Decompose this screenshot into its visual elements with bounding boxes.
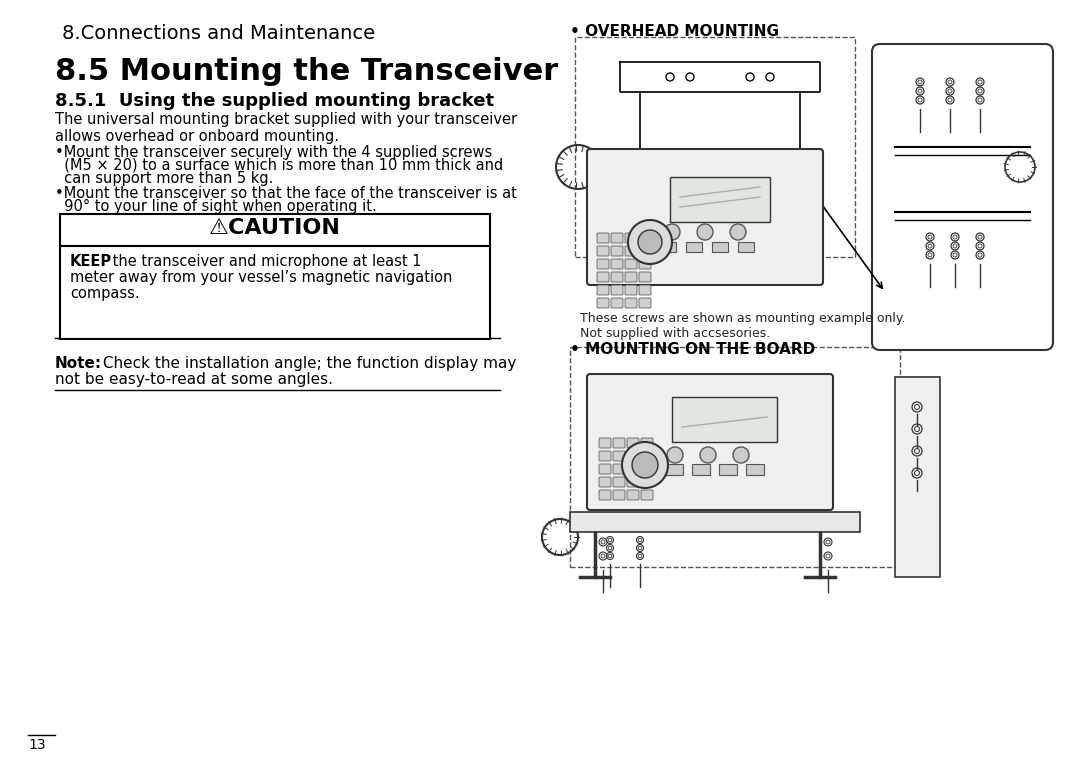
FancyBboxPatch shape [613, 464, 625, 474]
Bar [692, 464, 710, 475]
Text: Check the installation angle; the function display may: Check the installation angle; the functi… [98, 356, 516, 371]
FancyBboxPatch shape [599, 451, 611, 461]
Polygon shape [620, 62, 820, 92]
Text: not be easy-to-read at some angles.: not be easy-to-read at some angles. [55, 372, 333, 387]
FancyBboxPatch shape [642, 438, 653, 448]
Text: compass.: compass. [70, 286, 139, 301]
Bar [670, 177, 770, 222]
FancyBboxPatch shape [642, 477, 653, 487]
FancyBboxPatch shape [627, 438, 639, 448]
Bar [738, 242, 754, 252]
FancyBboxPatch shape [599, 464, 611, 474]
Text: •Mount the transceiver securely with the 4 supplied screws: •Mount the transceiver securely with the… [55, 145, 492, 160]
Text: 90° to your line of sight when operating it.: 90° to your line of sight when operating… [55, 199, 377, 214]
Bar [570, 512, 860, 532]
FancyBboxPatch shape [627, 477, 639, 487]
FancyBboxPatch shape [642, 464, 653, 474]
FancyBboxPatch shape [625, 259, 637, 269]
Bar [60, 214, 490, 246]
FancyBboxPatch shape [599, 490, 611, 500]
FancyBboxPatch shape [625, 233, 637, 243]
FancyBboxPatch shape [627, 451, 639, 461]
FancyBboxPatch shape [597, 259, 609, 269]
Text: • OVERHEAD MOUNTING: • OVERHEAD MOUNTING [570, 24, 779, 39]
Circle shape [700, 447, 716, 463]
Bar [895, 377, 940, 577]
Bar [60, 246, 490, 339]
FancyBboxPatch shape [625, 285, 637, 295]
FancyBboxPatch shape [597, 272, 609, 282]
Circle shape [638, 230, 662, 254]
Text: can support more than 5 kg.: can support more than 5 kg. [55, 171, 273, 186]
Text: 8.5 Mounting the Transceiver: 8.5 Mounting the Transceiver [55, 57, 558, 86]
FancyBboxPatch shape [625, 246, 637, 256]
Text: The universal mounting bracket supplied with your transceiver
allows overhead or: The universal mounting bracket supplied … [55, 112, 517, 145]
FancyBboxPatch shape [611, 246, 623, 256]
Text: • MOUNTING ON THE BOARD: • MOUNTING ON THE BOARD [570, 342, 815, 357]
FancyBboxPatch shape [627, 490, 639, 500]
FancyBboxPatch shape [599, 438, 611, 448]
Text: ⚠CAUTION: ⚠CAUTION [210, 218, 341, 238]
Text: These screws are shown as mounting example only.
Not supplied with accsesories.: These screws are shown as mounting examp… [580, 312, 905, 340]
Circle shape [667, 447, 683, 463]
FancyBboxPatch shape [642, 490, 653, 500]
FancyBboxPatch shape [613, 477, 625, 487]
Bar [672, 397, 777, 442]
Text: KEEP: KEEP [70, 254, 112, 269]
FancyBboxPatch shape [599, 477, 611, 487]
Bar [665, 464, 683, 475]
Bar [660, 242, 676, 252]
FancyBboxPatch shape [642, 451, 653, 461]
FancyBboxPatch shape [627, 464, 639, 474]
Text: 8.Connections and Maintenance: 8.Connections and Maintenance [62, 24, 375, 43]
Bar [719, 464, 737, 475]
FancyBboxPatch shape [588, 149, 823, 285]
Bar [575, 37, 855, 257]
FancyBboxPatch shape [613, 438, 625, 448]
FancyBboxPatch shape [597, 233, 609, 243]
Circle shape [697, 224, 713, 240]
Circle shape [730, 224, 746, 240]
FancyBboxPatch shape [611, 298, 623, 308]
Bar [746, 464, 764, 475]
FancyBboxPatch shape [639, 272, 651, 282]
FancyBboxPatch shape [611, 285, 623, 295]
Text: •Mount the transceiver so that the face of the transceiver is at: •Mount the transceiver so that the face … [55, 186, 517, 201]
Text: (M5 × 20) to a surface which is more than 10 mm thick and: (M5 × 20) to a surface which is more tha… [55, 158, 503, 173]
Bar [570, 347, 900, 567]
FancyBboxPatch shape [625, 298, 637, 308]
FancyBboxPatch shape [639, 298, 651, 308]
FancyBboxPatch shape [611, 233, 623, 243]
Text: Note:: Note: [55, 356, 103, 371]
Circle shape [733, 447, 750, 463]
FancyBboxPatch shape [588, 374, 833, 510]
Circle shape [664, 224, 680, 240]
FancyBboxPatch shape [639, 233, 651, 243]
FancyBboxPatch shape [639, 259, 651, 269]
FancyBboxPatch shape [625, 272, 637, 282]
FancyBboxPatch shape [639, 246, 651, 256]
FancyBboxPatch shape [611, 272, 623, 282]
Text: 8.5.1  Using the supplied mounting bracket: 8.5.1 Using the supplied mounting bracke… [55, 92, 495, 110]
FancyBboxPatch shape [613, 490, 625, 500]
Text: 13: 13 [28, 738, 45, 752]
FancyBboxPatch shape [639, 285, 651, 295]
FancyBboxPatch shape [613, 451, 625, 461]
FancyBboxPatch shape [597, 298, 609, 308]
Text: the transceiver and microphone at least 1: the transceiver and microphone at least … [108, 254, 421, 269]
FancyBboxPatch shape [597, 246, 609, 256]
FancyBboxPatch shape [611, 259, 623, 269]
Circle shape [627, 220, 672, 264]
Circle shape [622, 442, 669, 488]
FancyBboxPatch shape [872, 44, 1053, 350]
Circle shape [632, 452, 658, 478]
Bar [712, 242, 728, 252]
Text: meter away from your vessel’s magnetic navigation: meter away from your vessel’s magnetic n… [70, 270, 453, 285]
FancyBboxPatch shape [597, 285, 609, 295]
Bar [686, 242, 702, 252]
